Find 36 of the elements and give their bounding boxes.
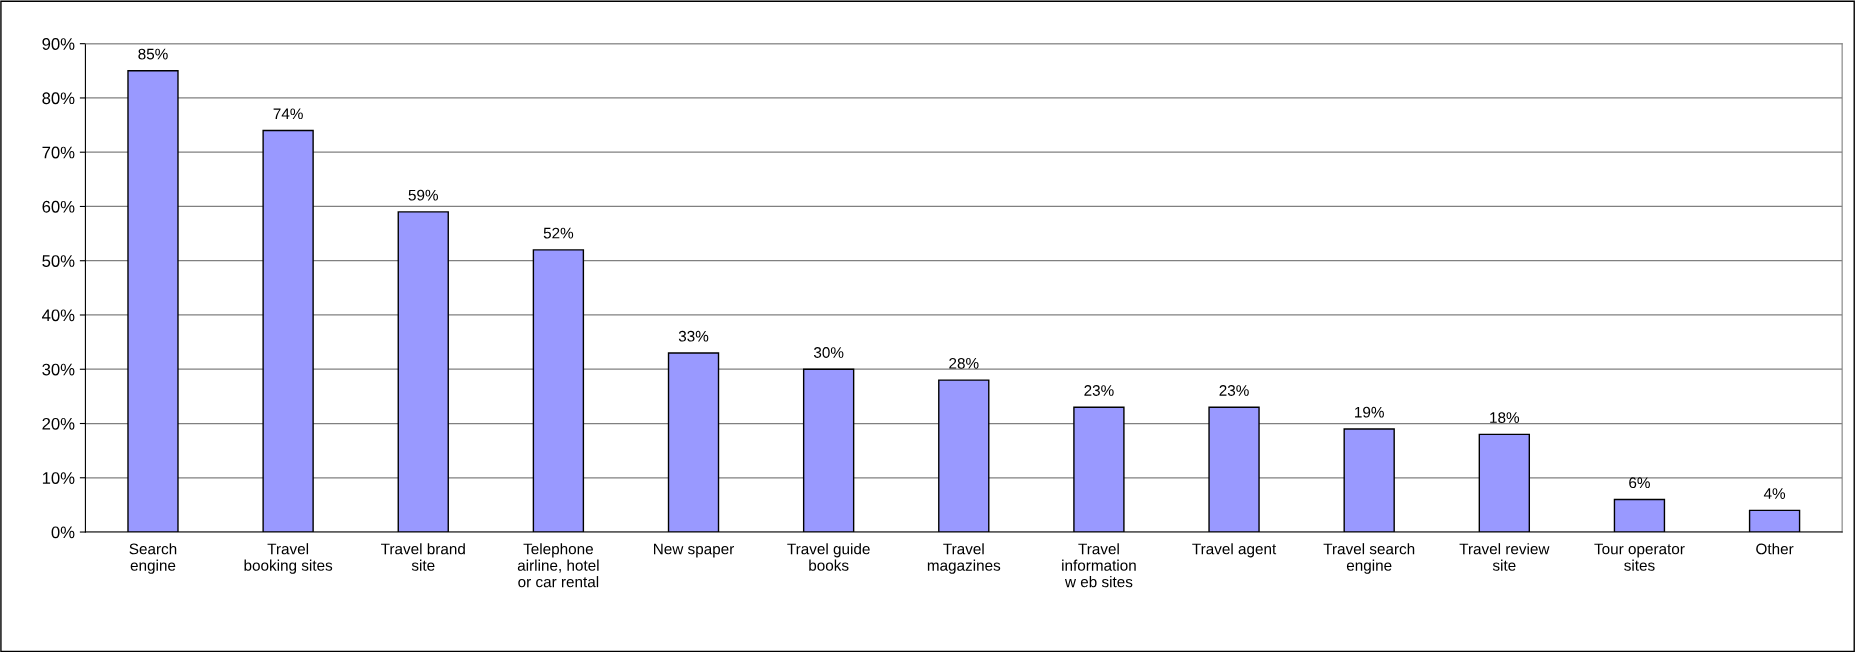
data-label: 74% — [273, 108, 303, 120]
x-tick-label: Travel booking sites — [244, 543, 333, 574]
x-tick-label: Tour operator sites — [1594, 543, 1685, 571]
x-tick-label: New spaper — [654, 543, 735, 558]
data-label: 6% — [1629, 477, 1650, 489]
data-label: 28% — [949, 357, 979, 369]
x-tick-label: Search engine — [129, 543, 177, 574]
y-tick-label: 90% — [42, 38, 75, 50]
x-tick-label: Travel brand site — [381, 543, 465, 571]
x-tick-label: Telephone airline, hotel or car rental — [517, 543, 599, 588]
data-label: 23% — [1219, 385, 1249, 396]
y-tick-label: 80% — [42, 92, 75, 105]
x-tick-label: Travel search engine — [1323, 543, 1415, 574]
y-tick-label: 60% — [42, 200, 75, 213]
x-tick-label: Travel information w eb sites — [1062, 543, 1136, 588]
data-label: 23% — [1084, 385, 1114, 396]
data-label: 52% — [543, 227, 574, 239]
y-tick-label: 20% — [42, 417, 75, 430]
x-tick-label: Travel magazines — [927, 543, 1001, 574]
x-tick-label: Travel guide books — [787, 543, 870, 571]
x-tick-label: Travel review site — [1459, 543, 1550, 571]
y-tick-label: 30% — [42, 363, 75, 376]
data-label: 18% — [1490, 412, 1520, 424]
data-label: 59% — [408, 189, 438, 201]
y-tick-label: 70% — [42, 146, 75, 159]
y-tick-label: 50% — [42, 255, 75, 267]
x-tick-label: Other — [1756, 543, 1794, 555]
data-label: 30% — [813, 347, 844, 358]
data-label: 4% — [1763, 488, 1786, 499]
x-tick-label: Travel agent — [1192, 543, 1277, 558]
data-label: 19% — [1355, 406, 1384, 418]
y-tick-label: 10% — [42, 472, 75, 484]
data-label: 33% — [678, 330, 709, 342]
y-tick-label: 0% — [51, 526, 75, 539]
y-tick-label: 40% — [42, 309, 75, 322]
data-label: 85% — [138, 48, 168, 60]
